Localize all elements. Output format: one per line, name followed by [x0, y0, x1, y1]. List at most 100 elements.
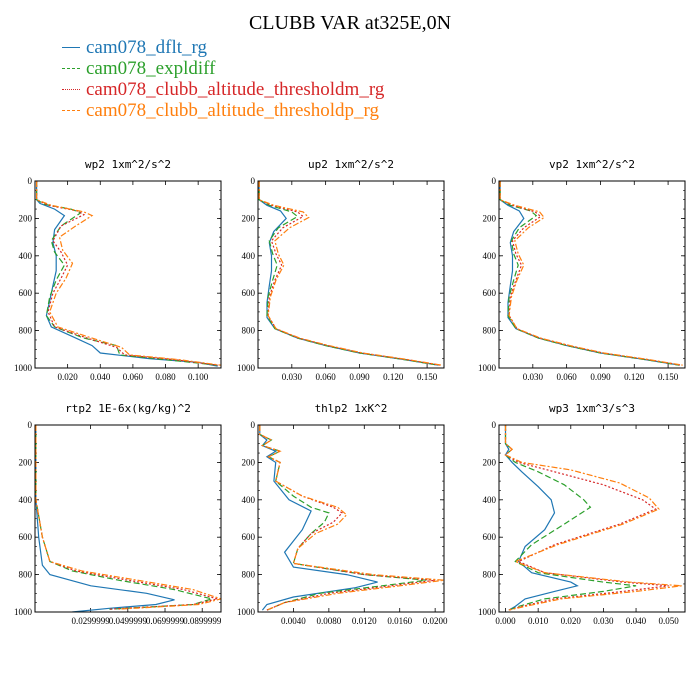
y-tick-label: 800 [483, 570, 497, 580]
x-tick-label: 0.030 [593, 616, 614, 626]
legend-label: cam078_expldiff [86, 58, 216, 79]
y-tick-label: 400 [483, 495, 497, 505]
series-line-4 [35, 181, 221, 366]
x-tick-label: 0.050 [659, 616, 680, 626]
y-tick-label: 600 [483, 288, 497, 298]
y-tick-label: 200 [242, 457, 256, 467]
panel-frame [498, 424, 686, 613]
x-tick-label: 0.060 [123, 372, 144, 382]
panel-frame [498, 180, 686, 369]
x-tick-label: 0.0080 [316, 616, 341, 626]
series-line-1 [499, 181, 680, 366]
x-tick-label: 0.090 [349, 372, 370, 382]
legend-label: cam078_clubb_altitude_thresholdp_rg [86, 100, 380, 121]
x-tick-label: 0.150 [417, 372, 438, 382]
legend: cam078_dflt_rg cam078_expldiff cam078_cl… [62, 37, 384, 121]
y-tick-label: 600 [19, 532, 33, 542]
y-tick-label: 1000 [478, 607, 497, 617]
panel-5: thlp2 1xK^2 0 200 400 600 800 1000 0.0040 0.0080… [237, 402, 448, 626]
x-tick-label: 0.0699999 [146, 616, 185, 626]
y-tick-label: 600 [483, 532, 497, 542]
x-tick-label: 0.060 [557, 372, 578, 382]
y-tick-label: 1000 [478, 363, 497, 373]
y-tick-label: 400 [483, 251, 497, 261]
y-tick-label: 400 [19, 251, 33, 261]
x-tick-label: 0.0120 [352, 616, 377, 626]
x-tick-label: 0.120 [624, 372, 645, 382]
panel-3: vp2 1xm^2/s^2 0 200 400 600 800 1000 0.030 0.060… [478, 158, 686, 382]
x-tick-label: 0.0899999 [183, 616, 222, 626]
y-tick-label: 0 [28, 176, 33, 186]
legend-line-icon [62, 89, 80, 90]
y-tick-label: 0 [492, 420, 497, 430]
panel-frame [34, 180, 222, 369]
x-tick-label: 0.090 [590, 372, 611, 382]
panel-4: rtp2 1E-6x(kg/kg)^2 0 200 400 600 800 1000 0.02… [14, 402, 222, 626]
x-tick-label: 0.0299999 [71, 616, 110, 626]
y-tick-label: 0 [251, 420, 256, 430]
panel-1: wp2 1xm^2/s^2 0 200 400 600 800 1000 0.020 0.040… [14, 158, 222, 382]
y-tick-label: 200 [242, 213, 256, 223]
y-tick-label: 0 [492, 176, 497, 186]
x-tick-label: 0.030 [282, 372, 303, 382]
x-tick-label: 0.040 [626, 616, 647, 626]
y-tick-label: 200 [483, 213, 497, 223]
series-line-3 [259, 425, 436, 611]
series-line-3 [258, 181, 441, 366]
series-line-4 [499, 181, 683, 366]
y-tick-label: 200 [19, 457, 33, 467]
legend-line-icon [62, 68, 80, 69]
series-line-3 [35, 181, 218, 366]
y-tick-label: 1000 [237, 607, 256, 617]
x-tick-label: 0.060 [316, 372, 337, 382]
legend-entry: cam078_dflt_rg [62, 37, 384, 58]
series-line-2 [35, 425, 214, 610]
series-line-2 [259, 425, 427, 611]
panel-title: vp2 1xm^2/s^2 [549, 158, 635, 171]
x-tick-label: 0.0200 [423, 616, 448, 626]
series-line-4 [35, 425, 221, 610]
y-tick-label: 800 [483, 326, 497, 336]
series-line-3 [499, 181, 682, 366]
legend-entry: cam078_clubb_altitude_thresholdp_rg [62, 100, 384, 121]
panel-title: wp3 1xm^3/s^3 [549, 402, 635, 415]
legend-label: cam078_dflt_rg [86, 37, 208, 58]
y-tick-label: 600 [19, 288, 33, 298]
panel-frame [257, 180, 445, 369]
legend-entry: cam078_clubb_altitude_thresholdm_rg [62, 79, 384, 100]
x-tick-label: 0.0040 [281, 616, 306, 626]
panel-title: thlp2 1xK^2 [315, 402, 388, 415]
y-tick-label: 1000 [237, 363, 256, 373]
panel-title: wp2 1xm^2/s^2 [85, 158, 171, 171]
figure-title: CLUBB VAR at325E,0N [248, 12, 452, 34]
x-tick-label: 0.020 [561, 616, 582, 626]
y-tick-label: 800 [19, 326, 33, 336]
x-tick-label: 0.000 [495, 616, 516, 626]
y-tick-label: 400 [242, 495, 256, 505]
legend-line-icon [62, 47, 80, 48]
y-tick-label: 400 [19, 495, 33, 505]
x-tick-label: 0.010 [528, 616, 549, 626]
y-tick-label: 600 [242, 532, 256, 542]
series-line-3 [504, 425, 669, 611]
x-tick-label: 0.120 [383, 372, 404, 382]
x-tick-label: 0.150 [658, 372, 679, 382]
x-tick-label: 0.100 [188, 372, 209, 382]
series-line-4 [258, 181, 442, 366]
series-line-2 [258, 181, 439, 366]
y-tick-label: 200 [19, 213, 33, 223]
series-line-1 [258, 181, 439, 366]
series-line-1 [35, 425, 175, 612]
x-tick-label: 0.0160 [387, 616, 412, 626]
y-tick-label: 800 [242, 326, 256, 336]
y-tick-label: 800 [242, 570, 256, 580]
x-tick-label: 0.030 [523, 372, 544, 382]
x-tick-label: 0.080 [155, 372, 176, 382]
panel-title: rtp2 1E-6x(kg/kg)^2 [65, 402, 191, 415]
series-line-4 [504, 425, 682, 611]
panel-2: up2 1xm^2/s^2 0 200 400 600 800 1000 0.030 0.060… [237, 158, 445, 382]
legend-label: cam078_clubb_altitude_thresholdm_rg [86, 79, 385, 100]
panel-frame [34, 424, 222, 613]
